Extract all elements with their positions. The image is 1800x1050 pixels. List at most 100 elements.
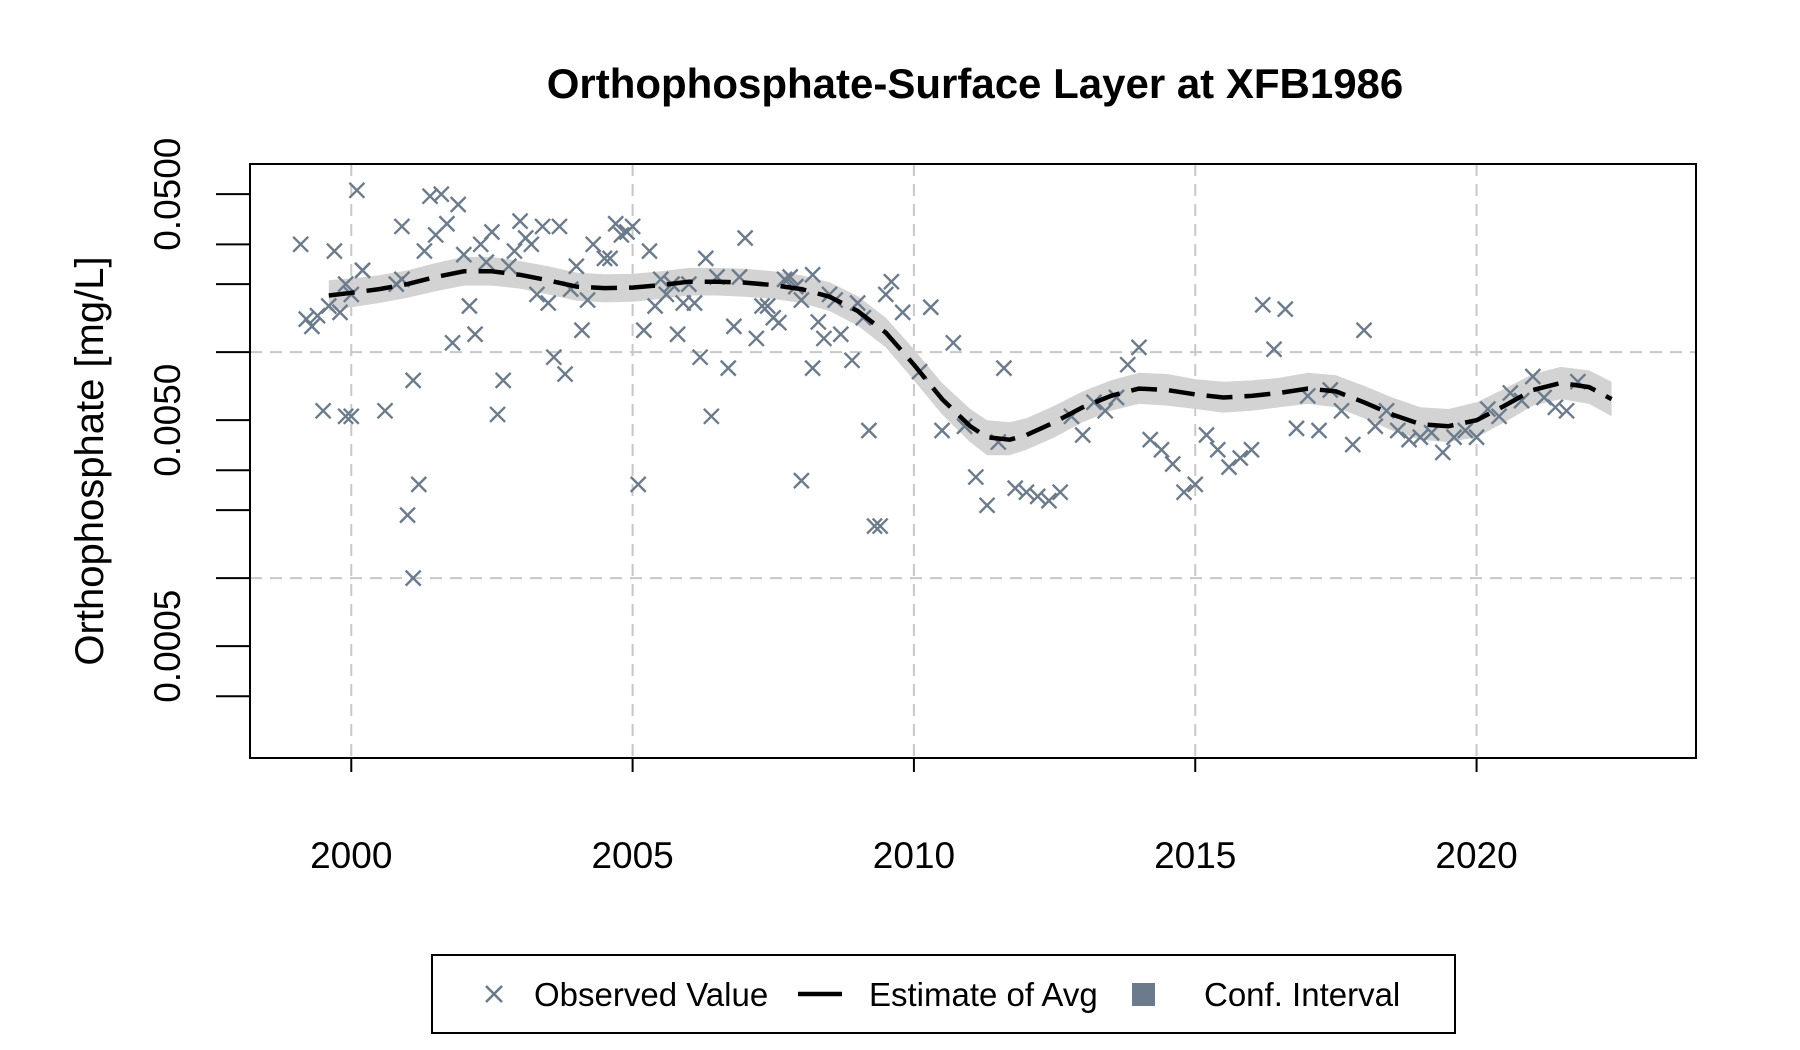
observed-point: [337, 407, 354, 425]
observed-point: [1085, 393, 1103, 411]
observed-point: [432, 185, 450, 203]
observed-point: [528, 286, 546, 303]
observed-point: [1445, 428, 1463, 446]
conf-interval-band-group: [328, 256, 1612, 456]
observed-point: [866, 517, 883, 535]
legend-conf-interval-swatch: [1132, 983, 1155, 1006]
observed-point: [1153, 441, 1170, 459]
observed-point: [1265, 340, 1283, 358]
observed-point: [534, 218, 551, 235]
observed-point: [466, 325, 484, 343]
observed-point: [607, 215, 625, 233]
chart-title: Orthophosphate-Surface Layer at XFB1986: [547, 60, 1404, 107]
observed-point: [489, 406, 506, 423]
observed-points-group: [292, 181, 1587, 587]
observed-point: [326, 242, 343, 260]
observed-point: [669, 325, 686, 343]
observed-point: [1423, 424, 1440, 442]
observed-point: [629, 476, 647, 493]
observed-point: [635, 321, 653, 339]
observed-point: [770, 314, 788, 332]
x-axis: 2000 2005 2010 2015 2020: [310, 758, 1518, 876]
observed-point: [404, 372, 422, 389]
observed-point: [573, 321, 591, 339]
observed-point: [967, 468, 985, 486]
y-tick-label-0.0050: 0.0050: [147, 364, 188, 477]
observed-point: [1513, 392, 1530, 410]
observed-point: [444, 334, 461, 352]
legend-item-observed: Observed Value: [485, 976, 768, 1013]
observed-point: [348, 181, 366, 199]
observed-point: [511, 212, 529, 230]
estimate-line-group: [328, 269, 1613, 442]
observed-point: [601, 250, 619, 267]
observed-point: [331, 303, 349, 321]
observed-point: [399, 506, 416, 524]
observed-point: [843, 351, 861, 369]
observed-point: [522, 235, 540, 253]
observed-point: [1209, 441, 1227, 459]
observed-point: [1546, 398, 1564, 416]
legend-label-estimate: Estimate of Avg: [869, 976, 1098, 1013]
observed-point: [658, 286, 675, 303]
observed-point: [1220, 458, 1238, 476]
observed-point: [641, 242, 658, 260]
observed-point: [1558, 402, 1575, 420]
observed-point: [894, 303, 912, 321]
observed-point: [416, 242, 433, 260]
observed-point: [624, 218, 641, 235]
observed-point: [1040, 492, 1058, 510]
observed-point: [1288, 420, 1305, 437]
observed-point: [691, 348, 709, 366]
observed-point: [455, 246, 473, 264]
observed-point: [337, 275, 354, 293]
observed-point: [933, 422, 951, 439]
observed-point: [1490, 407, 1508, 425]
observed-point: [483, 223, 501, 241]
observed-point: [506, 242, 523, 260]
observed-point: [1164, 455, 1182, 473]
observed-point: [438, 215, 456, 233]
y-tick-label-0.0005: 0.0005: [147, 590, 188, 703]
observed-point: [883, 273, 900, 291]
observed-point: [719, 359, 737, 377]
observed-point: [776, 270, 793, 288]
y-axis: 0.0005 0.0050 0.0500: [147, 138, 251, 703]
observed-point: [1130, 339, 1148, 356]
observed-point: [1389, 422, 1407, 439]
observed-point: [1310, 422, 1328, 439]
observed-point: [1051, 483, 1069, 501]
observed-point: [849, 294, 867, 312]
observed-point: [545, 348, 563, 366]
observed-point: [1108, 389, 1125, 406]
legend-item-estimate: Estimate of Avg: [798, 976, 1098, 1013]
legend-observed-marker: [485, 985, 503, 1003]
observed-point: [393, 218, 411, 235]
observed-point: [596, 250, 613, 267]
observed-point: [1029, 488, 1047, 505]
x-tick-label-2000: 2000: [310, 835, 392, 876]
observed-point: [748, 330, 765, 347]
observed-point: [793, 472, 810, 489]
x-tick-label-2005: 2005: [591, 835, 673, 876]
observed-point: [680, 275, 698, 293]
observed-point: [804, 266, 821, 284]
observed-point: [376, 402, 394, 420]
observed-point: [995, 359, 1013, 377]
observed-point: [354, 262, 371, 279]
observed-point: [793, 291, 810, 309]
observed-point: [1344, 436, 1362, 453]
observed-point: [567, 257, 585, 275]
legend: Observed Value Estimate of Avg Conf. Int…: [431, 954, 1456, 1034]
observed-point: [1366, 417, 1384, 435]
observed-point: [1468, 428, 1485, 446]
observed-point: [539, 294, 557, 312]
observed-point: [922, 298, 940, 316]
observed-point: [781, 268, 799, 286]
observed-point: [809, 313, 827, 331]
grid-lines: [250, 164, 1696, 758]
conf-interval-band: [328, 256, 1612, 456]
observed-point: [303, 318, 321, 335]
observed-point: [804, 359, 821, 377]
